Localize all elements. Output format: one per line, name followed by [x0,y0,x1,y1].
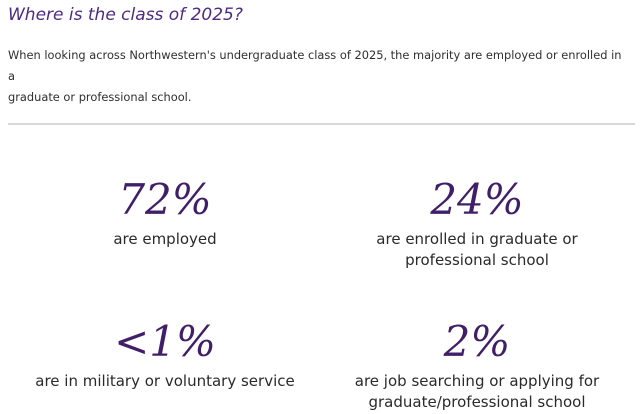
stat-value: 2% [443,317,511,366]
stat-label: are employed [10,229,320,250]
intro-paragraph: When looking across Northwestern's under… [8,45,623,108]
stat-label-line: graduate/professional school [368,393,586,411]
stat-value: 24% [430,175,524,224]
stat-value: 72% [118,175,212,224]
stat-label-line: are enrolled in graduate or [376,230,578,248]
intro-line-2: graduate or professional school. [8,90,192,104]
stat-graduate-school: 24% are enrolled in graduate or professi… [322,174,632,271]
stat-label-line: are job searching or applying for [354,372,600,390]
stat-label-line: professional school [405,251,549,269]
stat-value: <1% [114,317,216,366]
stat-label-line: are in military or voluntary service [35,372,295,390]
stat-employed: 72% are employed [10,174,320,250]
stat-label: are job searching or applying for gradua… [322,371,632,413]
stat-label: are enrolled in graduate or professional… [322,229,632,271]
stat-military-service: <1% are in military or voluntary service [10,316,320,392]
section-divider [8,123,635,125]
section-heading: Where is the class of 2025? [8,5,243,25]
stat-label: are in military or voluntary service [10,371,320,392]
intro-line-1: When looking across Northwestern's under… [8,48,622,83]
stat-job-searching: 2% are job searching or applying for gra… [322,316,632,413]
stat-label-line: are employed [113,230,217,248]
